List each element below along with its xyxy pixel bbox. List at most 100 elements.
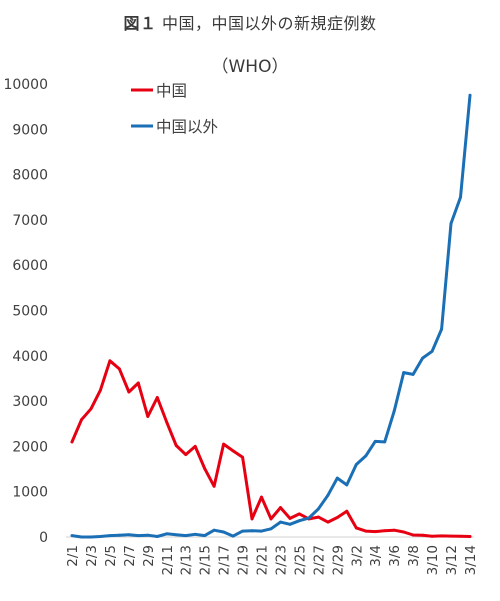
data-point [174,444,178,447]
y-tick-label: 5000 [12,304,48,320]
data-point [279,506,282,509]
y-tick-label: 7000 [12,213,48,229]
data-point [345,509,349,513]
data-point [222,442,226,446]
data-point [373,440,377,443]
data-point [402,530,406,534]
data-point [269,527,273,531]
data-point [440,327,443,331]
x-tick-label: 3/14 [463,545,479,575]
data-point [354,463,358,466]
chart-subtitle: （WHO） [211,57,289,77]
series-line-2 [70,93,472,539]
data-point [421,356,425,360]
y-tick-label: 10000 [3,77,48,93]
x-tick-label: 2/15 [198,545,214,575]
y-tick-label: 9000 [12,122,48,138]
data-point [165,420,169,424]
data-point [421,533,425,537]
data-point [193,532,197,536]
y-tick-label: 3000 [12,394,48,410]
data-point [345,483,349,487]
data-point [440,534,443,538]
data-point [184,534,188,538]
data-point [80,535,83,539]
x-tick-label: 2/1 [65,545,81,567]
y-tick-label: 8000 [12,168,48,184]
data-point [298,519,301,523]
x-tick-label: 2/29 [330,545,346,575]
y-tick-label: 1000 [12,485,48,501]
data-point [222,530,226,534]
data-point [326,520,330,524]
data-point [117,367,121,371]
chart-title: 図１ 中国，中国以外の新規症例数 （WHO） [0,10,500,77]
x-tick-label: 3/4 [368,545,384,567]
x-tick-label: 2/13 [179,545,195,575]
data-point [383,529,387,533]
y-tick-label: 4000 [12,349,48,365]
data-point [212,528,216,532]
legend-label: 中国以外 [156,118,218,136]
data-point [373,530,377,533]
data-point [411,533,415,537]
data-point [354,526,358,530]
x-tick-label: 2/3 [84,545,100,567]
data-point [165,532,169,536]
data-point [335,476,339,480]
x-tick-label: 3/12 [444,545,460,575]
y-tick-label: 0 [39,530,48,546]
data-point [468,93,472,97]
data-point [383,440,387,444]
data-point [326,493,330,497]
x-tick-label: 2/11 [160,545,176,575]
data-point [117,533,121,537]
x-tick-label: 2/5 [103,545,119,567]
data-point [269,517,273,521]
data-point [459,195,462,199]
data-point [80,418,83,422]
data-point [260,495,263,499]
data-point [174,533,178,537]
data-point [146,533,150,537]
x-tick-label: 2/7 [122,545,138,567]
data-point [449,222,453,225]
data-point [241,529,244,533]
data-point [99,388,102,392]
y-tick-label: 6000 [12,258,48,274]
data-point [402,371,406,374]
data-point [307,516,311,520]
data-point [430,534,434,538]
x-tick-label: 3/8 [406,545,422,567]
x-tick-label: 2/9 [141,545,157,567]
data-point [392,409,396,413]
data-point [203,534,207,538]
data-point [155,396,159,399]
x-tick-label: 2/21 [255,545,271,575]
data-point [250,529,254,533]
data-point [193,445,197,448]
data-point [184,453,188,456]
data-point [449,534,453,538]
data-point [241,455,244,459]
data-point [260,529,263,533]
data-point [203,467,207,470]
data-point [316,515,320,519]
data-point [231,534,235,538]
data-point [430,349,434,353]
x-tick-label: 3/6 [387,545,403,567]
data-point [70,440,74,444]
data-point [364,529,368,533]
data-point [298,512,301,516]
data-point [155,535,159,538]
x-tick-label: 2/17 [217,545,233,575]
data-point [279,520,282,524]
x-tick-label: 3/10 [425,545,441,575]
x-tick-label: 2/19 [236,545,252,575]
data-point [146,415,150,418]
data-point [99,535,102,538]
data-point [127,533,131,537]
data-point [392,528,396,532]
data-point [288,522,292,526]
